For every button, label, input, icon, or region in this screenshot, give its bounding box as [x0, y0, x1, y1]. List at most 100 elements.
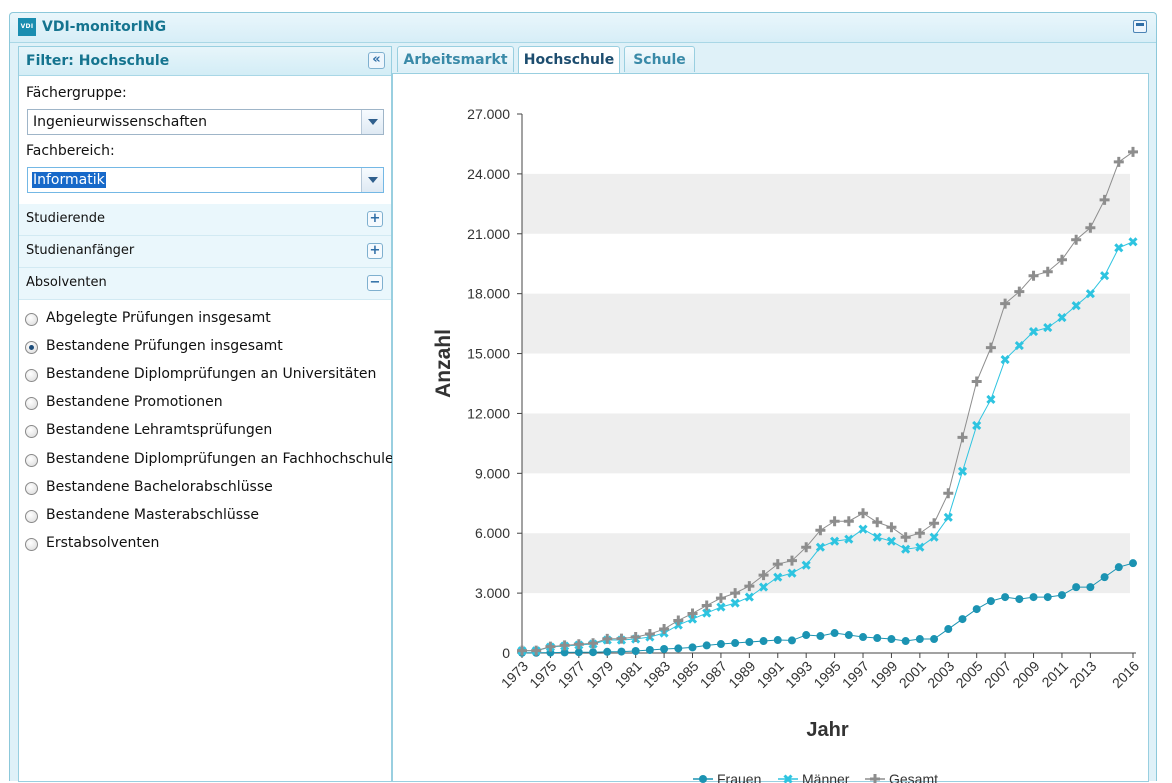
radio-button[interactable] — [25, 341, 38, 355]
data-point — [1000, 354, 1010, 365]
chevron-down-icon[interactable] — [361, 168, 383, 192]
x-tick-label: 1993 — [782, 658, 815, 691]
y-tick-label: 27.000 — [467, 106, 510, 122]
data-point — [1085, 289, 1095, 299]
y-tick-label: 21.000 — [467, 226, 510, 242]
tab-hochschule[interactable]: Hochschule — [518, 46, 620, 74]
data-point — [674, 644, 683, 653]
radio-button[interactable] — [25, 313, 38, 326]
data-point — [531, 645, 542, 656]
data-point — [1014, 341, 1024, 351]
plus-icon[interactable]: + — [367, 243, 383, 259]
data-point — [758, 570, 769, 581]
data-point — [830, 536, 840, 546]
tab-schule[interactable]: Schule — [624, 46, 695, 72]
data-point — [560, 648, 569, 657]
data-point — [1042, 266, 1053, 277]
data-point — [1114, 563, 1123, 572]
legend-item: Männer — [778, 771, 850, 783]
fachbereich-select[interactable]: Informatik — [27, 167, 384, 193]
filter-panel: Filter: Hochschule « Fächergruppe: Ingen… — [18, 46, 403, 782]
data-point — [687, 614, 698, 624]
data-point — [588, 638, 599, 649]
data-point — [660, 645, 669, 654]
data-point — [787, 636, 796, 645]
data-point — [844, 631, 853, 640]
data-point — [773, 636, 782, 645]
data-point — [773, 572, 783, 582]
section-absolventen[interactable]: Absolventen − — [19, 268, 391, 300]
y-tick-label: 15.000 — [467, 346, 510, 362]
data-point — [829, 516, 840, 527]
data-point — [1028, 327, 1039, 337]
data-point — [687, 608, 698, 619]
x-tick-label: 2003 — [924, 658, 957, 691]
radio-button[interactable] — [25, 481, 38, 495]
section-studierende[interactable]: Studierende + — [19, 204, 391, 236]
radio-label: Erstabsolventen — [46, 534, 160, 551]
tab-arbeitsmarkt[interactable]: Arbeitsmarkt — [397, 46, 514, 72]
x-tick-label: 2009 — [1009, 658, 1042, 691]
data-point — [929, 518, 940, 529]
radio-button[interactable] — [25, 369, 38, 383]
data-point — [886, 522, 897, 533]
chevron-down-icon[interactable] — [361, 110, 383, 134]
data-point — [1057, 591, 1066, 600]
radio-label: Bestandene Bachelorabschlüsse — [46, 478, 273, 495]
chart-panel: 0 3.000 6.000 9.000 12.000 15.000 18.000 21.000… — [392, 73, 1149, 783]
radio-label: Bestandene Lehramtsprüfungen — [46, 422, 273, 439]
data-point — [901, 637, 910, 646]
y-tick-label: 9.000 — [475, 465, 510, 481]
data-point — [716, 602, 726, 612]
y-tick-label: 24.000 — [467, 166, 510, 182]
radio-button[interactable] — [25, 453, 38, 467]
data-point — [617, 647, 626, 656]
section-label: Studienanfänger — [26, 243, 135, 258]
data-point — [517, 645, 527, 656]
maximize-icon[interactable] — [1133, 20, 1147, 33]
app-window: VDI VDI-monitorING Filter: Hochschule « … — [9, 12, 1157, 783]
faechergruppe-value: Ingenieurwissenschaften — [33, 114, 208, 130]
data-point — [545, 641, 556, 652]
data-point — [1100, 271, 1110, 281]
section-label: Absolventen — [26, 275, 107, 290]
x-tick-label: 2013 — [1066, 658, 1099, 691]
section-studienanfaenger[interactable]: Studienanfänger + — [19, 236, 391, 268]
faechergruppe-select[interactable]: Ingenieurwissenschaften — [27, 109, 384, 135]
x-tick-label: 1975 — [526, 658, 559, 691]
data-point — [930, 635, 939, 644]
data-point — [859, 633, 868, 642]
radio-button[interactable] — [25, 509, 38, 523]
data-point — [830, 629, 839, 638]
y-tick-label: 12.000 — [467, 405, 510, 421]
app-title: VDI-monitorING — [42, 19, 167, 35]
data-point — [1071, 234, 1082, 245]
data-point — [815, 542, 825, 552]
x-tick-label: 2011 — [1038, 658, 1071, 691]
data-point — [1043, 323, 1053, 333]
data-point — [1029, 593, 1038, 602]
x-tick-label: 2001 — [896, 658, 929, 691]
data-point — [1085, 222, 1096, 233]
data-point — [702, 641, 711, 650]
minus-icon[interactable]: − — [367, 275, 383, 291]
radio-label: Bestandene Diplomprüfungen an Fachhochsc… — [46, 450, 403, 467]
legend-item: Gesamt — [865, 771, 938, 783]
data-point — [616, 633, 627, 644]
double-chevron-left-icon[interactable]: « — [368, 52, 385, 69]
data-point — [901, 544, 911, 554]
data-point — [1028, 270, 1039, 281]
data-point — [1114, 243, 1124, 253]
section-label: Studierende — [26, 211, 105, 226]
data-point — [745, 638, 754, 647]
data-point — [1100, 573, 1109, 582]
radio-button[interactable] — [25, 397, 38, 411]
data-point — [701, 600, 712, 611]
plus-icon[interactable]: + — [367, 211, 383, 227]
radio-button[interactable] — [25, 537, 38, 551]
x-axis-title: Jahr — [806, 719, 848, 741]
filter-title: Filter: Hochschule — [26, 53, 170, 69]
radio-button[interactable] — [25, 425, 38, 439]
data-point — [943, 512, 953, 522]
x-tick-label: 1973 — [498, 658, 531, 691]
